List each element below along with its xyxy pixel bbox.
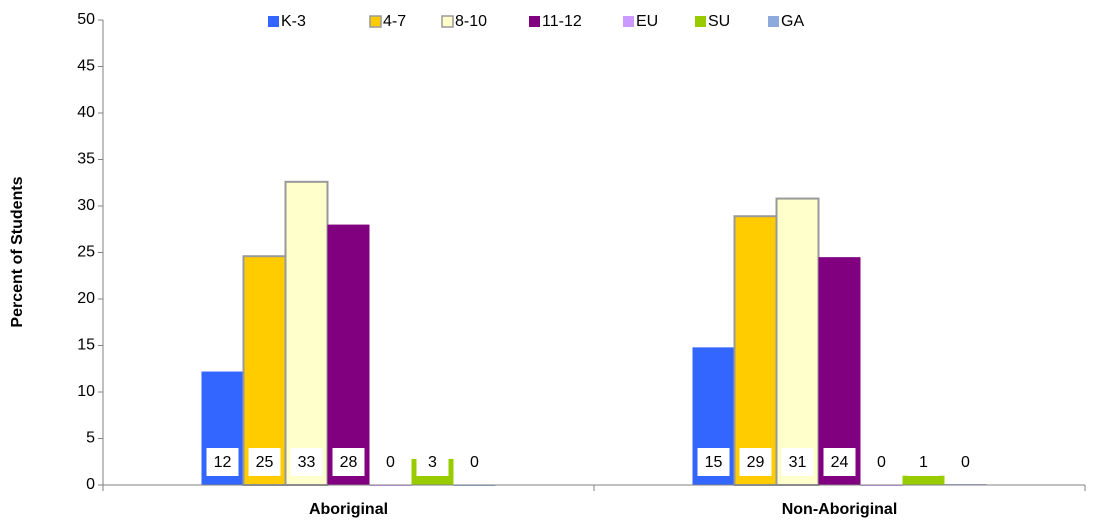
legend-swatch (369, 15, 382, 28)
x-tick-label: Aboriginal (309, 501, 388, 518)
legend-label: K-3 (281, 13, 306, 30)
legend-swatch (529, 16, 540, 27)
value-label: 12 (214, 454, 232, 471)
legend-swatch (768, 16, 779, 27)
legend-label: GA (781, 13, 804, 30)
value-label: 0 (386, 454, 395, 471)
legend-swatch (695, 16, 706, 27)
legend-label: 11-12 (542, 13, 582, 30)
bar (733, 215, 778, 486)
value-label: 33 (298, 454, 316, 471)
value-label: 3 (428, 454, 437, 471)
legend-label: SU (708, 13, 730, 30)
value-label-box (907, 448, 940, 476)
bar (284, 180, 329, 486)
value-label: 29 (747, 454, 765, 471)
x-tick-label: Non-Aboriginal (782, 501, 898, 518)
value-label: 0 (961, 454, 970, 471)
value-label: 24 (831, 454, 849, 471)
value-label: 0 (470, 454, 479, 471)
legend-label: 4-7 (383, 13, 406, 30)
bar (775, 197, 820, 486)
value-label: 25 (256, 454, 274, 471)
value-label: 15 (705, 454, 723, 471)
value-label-box (697, 448, 730, 476)
value-label: 28 (340, 454, 358, 471)
y-tick-label: 45 (77, 58, 95, 75)
value-label-box (332, 448, 365, 476)
value-label-box (248, 448, 281, 476)
y-tick-label: 25 (77, 244, 95, 261)
value-label-box (206, 448, 239, 476)
y-tick-label: 15 (77, 337, 95, 354)
legend-swatch (441, 15, 454, 28)
bar (327, 224, 370, 485)
value-label: 1 (919, 454, 928, 471)
y-tick-label: 50 (77, 11, 95, 28)
y-tick-label: 30 (77, 197, 95, 214)
y-tick-label: 10 (77, 383, 95, 400)
value-label: 0 (877, 454, 886, 471)
value-label: 31 (789, 454, 807, 471)
legend-label: 8-10 (455, 13, 487, 30)
value-label-box (823, 448, 856, 476)
y-tick-label: 40 (77, 104, 95, 121)
value-label-box (416, 448, 449, 476)
value-label-box (781, 448, 814, 476)
y-tick-label: 35 (77, 151, 95, 168)
y-tick-label: 0 (86, 476, 95, 493)
legend-label: EU (636, 13, 658, 30)
y-tick-label: 5 (86, 430, 95, 447)
legend-swatch (623, 16, 634, 27)
bar (902, 475, 945, 485)
legend-swatch (268, 16, 279, 27)
y-tick-label: 20 (77, 290, 95, 307)
value-label-box (290, 448, 323, 476)
y-axis-label: Percent of Students (9, 176, 26, 327)
value-label-box (739, 448, 772, 476)
bar (818, 257, 861, 485)
